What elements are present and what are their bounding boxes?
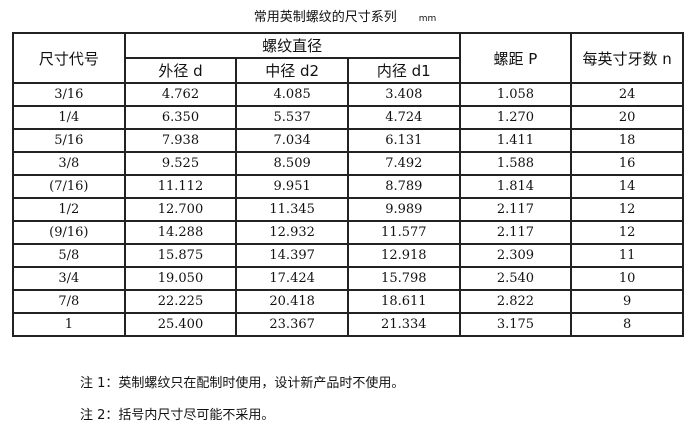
cell-major-diameter: 15.875 — [123, 243, 238, 268]
cell-size-code: 5/16 — [12, 128, 126, 153]
cell-size-code: 5/8 — [12, 243, 126, 268]
cell-minor-diameter: 7.492 — [346, 151, 461, 176]
table-row: (9/16) 14.288 12.932 11.577 2.117 12 — [12, 220, 684, 245]
cell-threads-per-inch: 20 — [570, 105, 684, 130]
cell-size-code: 1/2 — [12, 197, 126, 222]
cell-pitch-diameter: 20.418 — [235, 289, 349, 314]
cell-pitch-diameter: 12.932 — [235, 220, 349, 245]
cell-pitch: 3.175 — [458, 312, 573, 337]
table-row: 5/8 15.875 14.397 12.918 2.309 11 — [12, 243, 684, 268]
cell-major-diameter: 14.288 — [123, 220, 238, 245]
cell-pitch: 1.058 — [458, 82, 573, 107]
cell-pitch-diameter: 5.537 — [235, 105, 349, 130]
cell-threads-per-inch: 12 — [570, 197, 684, 222]
cell-pitch: 1.814 — [458, 174, 573, 199]
header-pitch-diameter: 中径 d2 — [235, 57, 349, 84]
cell-major-diameter: 12.700 — [123, 197, 238, 222]
header-tpi: 每英寸牙数 n — [570, 32, 684, 84]
title-text: 常用英制螺纹的尺寸系列 — [253, 10, 397, 25]
cell-minor-diameter: 15.798 — [346, 266, 461, 291]
unit-label: mm — [418, 14, 437, 24]
cell-minor-diameter: 8.789 — [346, 174, 461, 199]
header-row-2: 外径 d 中径 d2 内径 d1 — [13, 57, 683, 84]
cell-pitch: 2.117 — [458, 197, 573, 222]
cell-minor-diameter: 6.131 — [346, 128, 461, 153]
cell-major-diameter: 4.762 — [123, 82, 238, 107]
cell-threads-per-inch: 11 — [570, 243, 684, 268]
header-minor: 内径 d1 — [346, 57, 461, 84]
cell-pitch: 2.309 — [458, 243, 573, 268]
cell-minor-diameter: 4.724 — [346, 105, 461, 130]
cell-pitch: 1.411 — [458, 128, 573, 153]
cell-pitch: 2.822 — [458, 289, 573, 314]
table-row: 1/2 12.700 11.345 9.989 2.117 12 — [12, 197, 684, 222]
header-size-code: 尺寸代号 — [12, 32, 126, 84]
cell-minor-diameter: 12.918 — [346, 243, 461, 268]
cell-pitch: 1.270 — [458, 105, 573, 130]
cell-threads-per-inch: 8 — [570, 312, 684, 337]
cell-threads-per-inch: 24 — [570, 82, 684, 107]
header-pitch: 螺距 P — [458, 32, 573, 84]
cell-minor-diameter: 21.334 — [346, 312, 461, 337]
cell-pitch-diameter: 4.085 — [235, 82, 349, 107]
cell-threads-per-inch: 14 — [570, 174, 684, 199]
header-major: 外径 d — [123, 57, 238, 84]
cell-size-code: 1 — [12, 312, 126, 337]
cell-threads-per-inch: 9 — [570, 289, 684, 314]
cell-pitch-diameter: 8.509 — [235, 151, 349, 176]
cell-minor-diameter: 11.577 — [346, 220, 461, 245]
cell-size-code: (9/16) — [12, 220, 126, 245]
table-row: 3/4 19.050 17.424 15.798 2.540 10 — [12, 266, 684, 291]
table-row: 3/8 9.525 8.509 7.492 1.588 16 — [12, 151, 684, 176]
cell-pitch-diameter: 14.397 — [235, 243, 349, 268]
table-row: 1/4 6.350 5.537 4.724 1.270 20 — [12, 105, 684, 130]
table-row: (7/16) 11.112 9.951 8.789 1.814 14 — [12, 174, 684, 199]
cell-major-diameter: 22.225 — [123, 289, 238, 314]
cell-major-diameter: 19.050 — [123, 266, 238, 291]
note-2: 注 2：括号内尺寸尽可能不采用。 — [80, 408, 275, 423]
table-row: 5/16 7.938 7.034 6.131 1.411 18 — [12, 128, 684, 153]
cell-threads-per-inch: 16 — [570, 151, 684, 176]
cell-minor-diameter: 18.611 — [346, 289, 461, 314]
cell-minor-diameter: 9.989 — [346, 197, 461, 222]
cell-pitch-diameter: 23.367 — [235, 312, 349, 337]
cell-pitch: 1.588 — [458, 151, 573, 176]
table-row: 3/16 4.762 4.085 3.408 1.058 24 — [12, 82, 684, 107]
cell-major-diameter: 6.350 — [123, 105, 238, 130]
cell-pitch-diameter: 11.345 — [235, 197, 349, 222]
cell-major-diameter: 11.112 — [123, 174, 238, 199]
cell-threads-per-inch: 10 — [570, 266, 684, 291]
cell-pitch-diameter: 17.424 — [235, 266, 349, 291]
cell-pitch: 2.117 — [458, 220, 573, 245]
cell-pitch: 2.540 — [458, 266, 573, 291]
cell-size-code: 7/8 — [12, 289, 126, 314]
cell-size-code: (7/16) — [12, 174, 126, 199]
thread-size-table: 尺寸代号 螺纹直径 螺距 P 每英寸牙数 n 外径 d 中径 d2 内径 d1 … — [12, 32, 684, 337]
header-row-1: 尺寸代号 螺纹直径 螺距 P 每英寸牙数 n — [12, 32, 684, 84]
cell-threads-per-inch: 18 — [570, 128, 684, 153]
cell-major-diameter: 9.525 — [123, 151, 238, 176]
table-title: 常用英制螺纹的尺寸系列 mm — [0, 6, 690, 25]
table-row: 7/8 22.225 20.418 18.611 2.822 9 — [12, 289, 684, 314]
cell-threads-per-inch: 12 — [570, 220, 684, 245]
cell-major-diameter: 7.938 — [123, 128, 238, 153]
cell-pitch-diameter: 7.034 — [235, 128, 349, 153]
header-thread-diameter: 螺纹直径 — [123, 32, 461, 59]
cell-size-code: 3/4 — [12, 266, 126, 291]
cell-size-code: 3/8 — [12, 151, 126, 176]
note-1: 注 1：英制螺纹只在配制时使用，设计新产品时不使用。 — [80, 376, 405, 391]
cell-size-code: 1/4 — [12, 105, 126, 130]
cell-major-diameter: 25.400 — [123, 312, 238, 337]
cell-pitch-diameter: 9.951 — [235, 174, 349, 199]
table-row: 1 25.400 23.367 21.334 3.175 8 — [12, 312, 684, 337]
cell-minor-diameter: 3.408 — [346, 82, 461, 107]
cell-size-code: 3/16 — [12, 82, 126, 107]
